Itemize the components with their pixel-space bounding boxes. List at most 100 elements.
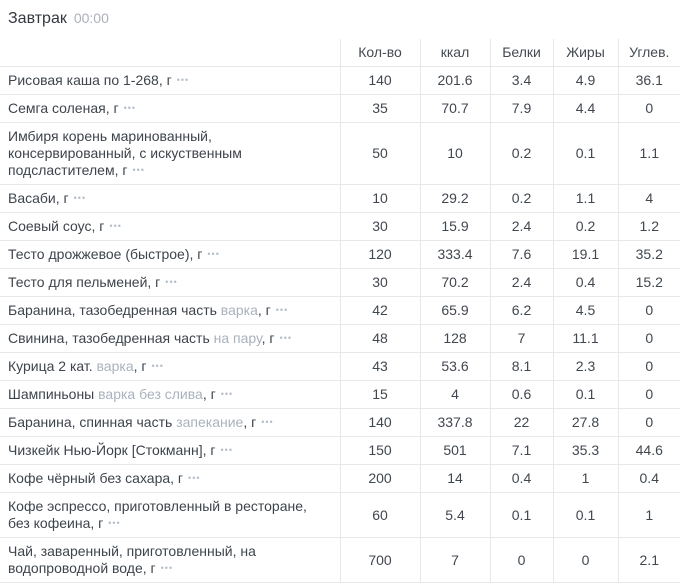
nutrient-value: 0 [617,380,680,409]
table-row: Свинина, тазобедренная часть на пару, г •… [0,324,680,353]
unit-suffix: , г [90,515,104,531]
table-row: Тесто для пельменей, г ••• 30 70.2 2.4 0.4 15.… [0,268,680,297]
table-header-row: Кол-во ккал Белки Жиры Углев. [0,39,680,67]
table-row: Рисовая каша по 1-268, г ••• 140 201.6 3.4 4.… [0,66,680,95]
nutrient-value: 0.4 [489,464,553,493]
food-name: Свинина, тазобедренная часть [8,330,210,346]
column-header-quantity: Кол-во [339,39,420,67]
item-menu-icon[interactable]: ••• [151,361,164,371]
unit-suffix: , г [55,190,69,206]
food-name-cell: Курица 2 кат. варка, г ••• [0,352,340,381]
nutrient-value: 0 [617,352,680,381]
food-name-cell: Чай, заваренный, приготовленный, на водо… [0,537,340,583]
nutrient-value: 4 [617,184,680,213]
nutrient-value: 4.9 [552,66,618,95]
nutrient-value: 53.6 [419,352,490,381]
nutrient-value: 0.1 [489,492,553,538]
nutrient-value: 35.3 [552,436,618,465]
item-menu-icon[interactable]: ••• [109,221,122,231]
nutrient-value: 42 [339,296,420,325]
item-menu-icon[interactable]: ••• [207,249,220,259]
nutrient-value: 29.2 [419,184,490,213]
nutrient-value: 27.8 [552,408,618,437]
item-menu-icon[interactable]: ••• [279,333,292,343]
food-name-cell: Кофе эспрессо, приготовленный в ресторан… [0,492,340,538]
nutrient-value: 11.1 [552,324,618,353]
item-menu-icon[interactable]: ••• [165,277,178,287]
unit-suffix: , г [170,470,184,486]
item-menu-icon[interactable]: ••• [108,518,121,528]
cooking-method: варка [216,302,258,318]
column-header-fat: Жиры [552,39,618,67]
item-menu-icon[interactable]: ••• [176,75,190,85]
item-menu-icon[interactable]: ••• [220,445,233,455]
nutrient-value: 1.2 [617,212,680,241]
item-menu-icon[interactable]: ••• [132,165,145,175]
nutrient-value: 35 [339,94,420,123]
table-row: Кофе эспрессо, приготовленный в ресторан… [0,492,680,538]
meal-header: Завтрак 00:00 [0,0,680,39]
nutrient-value: 200 [339,464,420,493]
nutrient-value: 1.1 [552,184,618,213]
nutrient-value: 337.8 [419,408,490,437]
unit-suffix: , г [147,274,161,290]
item-menu-icon[interactable]: ••• [220,389,234,399]
nutrient-value: 15.2 [617,268,680,297]
item-menu-icon[interactable]: ••• [261,417,274,427]
food-name: Кофе эспрессо, приготовленный в ресторан… [8,498,307,531]
nutrient-value: 0.2 [552,212,618,241]
table-row: Семга соленая, г ••• 35 70.7 7.9 4.4 0 [0,94,680,123]
food-name-cell: Соевый соус, г ••• [0,212,340,241]
nutrient-value: 0.4 [617,464,680,493]
food-name: Тесто дрожжевое (быстрое) [8,246,190,262]
nutrient-value: 0.2 [489,122,553,185]
table-row: Имбиря корень маринованный, консервирова… [0,122,680,185]
nutrient-value: 7.9 [489,94,553,123]
food-name-cell: Свинина, тазобедренная часть на пару, г •… [0,324,340,353]
food-name-cell: Баранина, тазобедренная часть варка, г ••… [0,296,340,325]
nutrient-value: 30 [339,268,420,297]
cooking-method: варка без слива [94,386,203,402]
nutrient-value: 2.4 [489,212,553,241]
table-row: Соевый соус, г ••• 30 15.9 2.4 0.2 1.2 [0,212,680,241]
table-body: Рисовая каша по 1-268, г ••• 140 201.6 3.4 4.… [0,66,680,583]
nutrient-value: 4.5 [552,296,618,325]
nutrient-value: 1.1 [617,122,680,185]
table-row: Шампиньоны варка без слива, г ••• 15 4 0.6 0.… [0,380,680,409]
nutrient-value: 70.2 [419,268,490,297]
nutrient-value: 0.6 [489,380,553,409]
nutrient-value: 8.1 [489,352,553,381]
nutrient-value: 4 [419,380,490,409]
column-header-food [0,39,340,67]
food-name-cell: Баранина, спинная часть запекание, г ••• [0,408,340,437]
food-name: Курица 2 кат. [8,358,93,374]
item-menu-icon[interactable]: ••• [188,473,201,483]
unit-suffix: , г [105,100,119,116]
food-name: Баранина, тазобедренная часть [8,302,217,318]
nutrient-value: 0.1 [552,122,618,185]
table-row: Чай, заваренный, приготовленный, на водо… [0,537,680,583]
nutrient-value: 0.2 [489,184,553,213]
item-menu-icon[interactable]: ••• [73,193,87,203]
food-name-cell: Рисовая каша по 1-268, г ••• [0,66,340,95]
nutrient-value: 140 [339,408,420,437]
food-name-cell: Кофе чёрный без сахара, г ••• [0,464,340,493]
nutrient-value: 201.6 [419,66,490,95]
nutrient-value: 2.1 [617,537,680,583]
nutrient-value: 501 [419,436,490,465]
nutrient-value: 7 [419,537,490,583]
item-menu-icon[interactable]: ••• [160,563,174,573]
nutrient-value: 35.2 [617,240,680,269]
nutrient-value: 4.4 [552,94,618,123]
food-name: Кофе чёрный без сахара [8,470,171,486]
food-name: Семга соленая [8,100,106,116]
nutrient-value: 10 [339,184,420,213]
item-menu-icon[interactable]: ••• [275,305,289,315]
meal-time: 00:00 [73,10,109,26]
table-row: Васаби, г ••• 10 29.2 0.2 1.1 4 [0,184,680,213]
item-menu-icon[interactable]: ••• [123,103,137,113]
table-row: Тесто дрожжевое (быстрое), г ••• 120 333.4 7… [0,240,680,269]
table-row: Чизкейк Нью-Йорк [Стокманн], г ••• 150 501 7… [0,436,680,465]
food-name: Чизкейк Нью-Йорк [Стокманн] [8,442,203,458]
